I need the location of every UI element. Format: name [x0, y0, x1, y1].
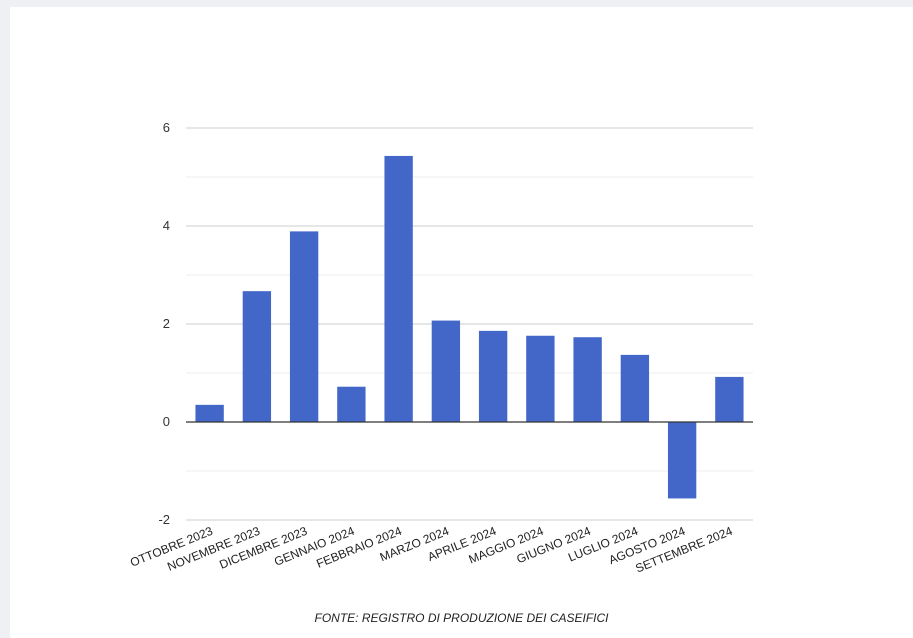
bar — [715, 376, 744, 422]
y-tick-label: 6 — [163, 120, 170, 135]
bar — [431, 320, 461, 422]
bar — [337, 386, 366, 422]
bar — [289, 231, 319, 422]
chart-card: -2 0 2 4 6 OTTOBRE 2023 NOVEMBRE 2023 DICEMBRE … — [10, 7, 913, 638]
y-tick-label: 2 — [163, 316, 170, 331]
bar — [573, 337, 602, 422]
bar — [478, 330, 508, 422]
bar — [195, 404, 224, 422]
bar — [242, 291, 272, 422]
y-tick-label: 0 — [163, 414, 170, 429]
bar — [667, 422, 697, 499]
y-tick-label: -2 — [158, 512, 170, 527]
bar — [526, 335, 555, 422]
bar — [620, 354, 650, 422]
y-tick-label: 4 — [163, 218, 170, 233]
source-note: FONTE: REGISTRO DI PRODUZIONE DEI CASEIF… — [314, 611, 609, 625]
bar — [384, 155, 413, 422]
